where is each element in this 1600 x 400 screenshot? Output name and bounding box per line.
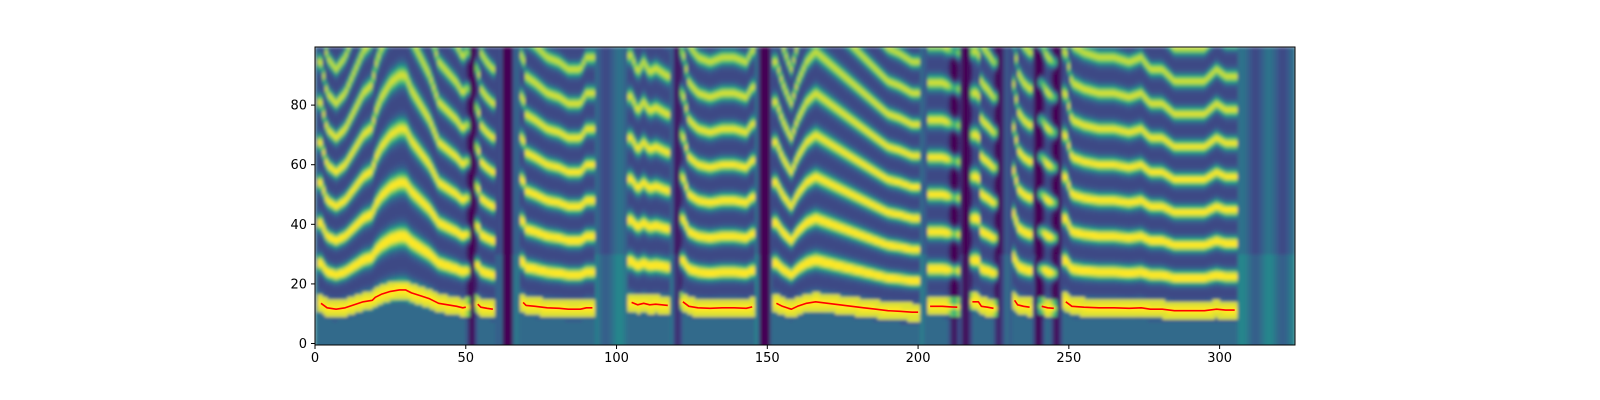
x-tick-label: 300 [1207,351,1232,366]
x-axis: 0 50 100 150 200 250 300 [311,345,1232,366]
x-tick-label: 250 [1056,351,1081,366]
y-tick-label: 80 [290,99,307,114]
x-tick-label: 150 [755,351,780,366]
x-tick-label: 100 [604,351,629,366]
x-tick-label: 0 [311,351,319,366]
y-tick-label: 40 [290,218,307,233]
x-tick-label: 200 [906,351,931,366]
y-tick-label: 60 [290,158,307,173]
y-tick-label: 20 [290,277,307,292]
spectrogram-heatmap [315,47,1296,348]
x-tick-label: 50 [457,351,474,366]
pitch-segment-7 [930,306,957,307]
y-tick-label: 0 [299,337,307,352]
y-axis: 0 20 40 60 80 [290,99,315,352]
